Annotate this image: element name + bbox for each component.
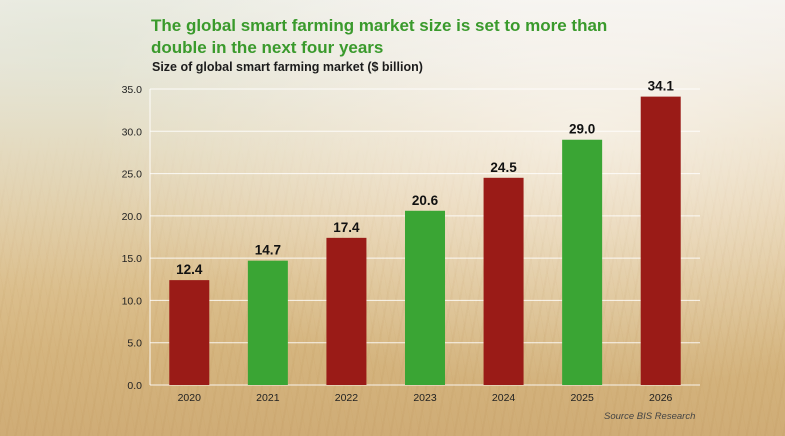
chart-title: The global smart farming market size is …	[151, 16, 608, 57]
x-tick-label-2021: 2021	[256, 392, 280, 404]
bar-2020	[169, 280, 210, 385]
value-label-2024: 24.5	[490, 160, 517, 175]
x-tick-label-2023: 2023	[413, 392, 437, 404]
bar-2022	[326, 237, 367, 385]
x-tick-label-2025: 2025	[570, 392, 594, 404]
value-label-2020: 12.4	[176, 262, 203, 277]
value-label-2026: 34.1	[648, 79, 675, 94]
x-axis: 2020 2021 2022 2023 2024 2025 2026	[178, 392, 673, 404]
y-tick-label: 30.0	[122, 126, 143, 138]
bar-2025	[562, 139, 603, 385]
value-label-2022: 17.4	[333, 220, 360, 235]
x-tick-label-2020: 2020	[178, 392, 202, 404]
value-label-2023: 20.6	[412, 193, 439, 208]
bars	[169, 96, 681, 386]
y-tick-label: 0.0	[127, 380, 142, 392]
value-label-2021: 14.7	[255, 243, 281, 258]
y-tick-label: 10.0	[122, 295, 143, 307]
y-tick-label: 20.0	[122, 211, 143, 223]
y-tick-label: 15.0	[122, 253, 143, 265]
y-tick-label: 5.0	[127, 338, 142, 350]
x-tick-label-2024: 2024	[492, 392, 516, 404]
bar-2021	[247, 260, 288, 385]
x-tick-label-2026: 2026	[649, 392, 673, 404]
bar-2023	[405, 210, 445, 385]
chart-subtitle: Size of global smart farming market ($ b…	[152, 60, 423, 74]
bar-2026	[640, 96, 681, 386]
source-note: Source BIS Research	[604, 411, 696, 422]
value-labels: 12.4 14.7 17.4 20.6 24.5 29.0 34.1	[176, 79, 674, 278]
x-tick-label-2022: 2022	[335, 392, 359, 404]
bar-2024	[483, 177, 524, 385]
y-axis: 0.0 5.0 10.0 15.0 20.0 25.0 30.0 35.0	[122, 84, 151, 392]
y-tick-label: 35.0	[122, 84, 143, 96]
y-tick-label: 25.0	[122, 169, 143, 181]
value-label-2025: 29.0	[569, 122, 595, 137]
